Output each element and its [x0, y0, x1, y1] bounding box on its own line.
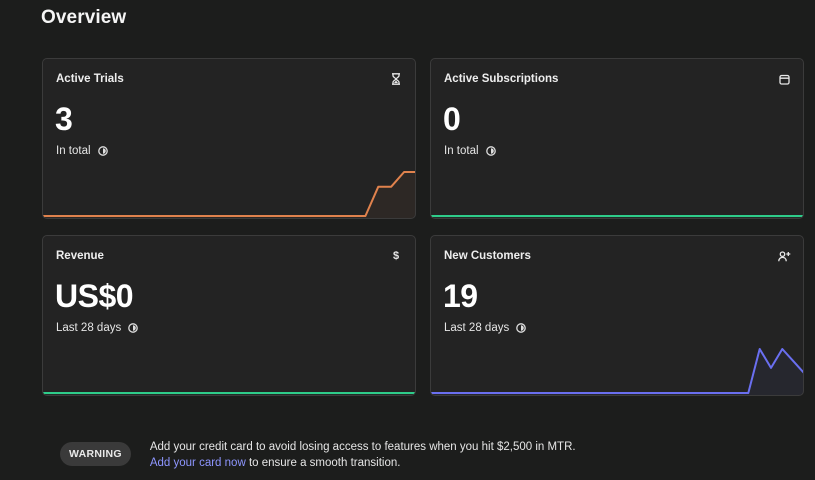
card-subtitle-text: In total — [444, 145, 479, 157]
new-customers-card[interactable]: New Customers 19 Last 28 days — [430, 235, 804, 396]
hourglass-icon — [389, 72, 403, 86]
period-info-icon[interactable] — [97, 146, 108, 156]
trend-sparkline — [431, 215, 803, 218]
sparkline-line — [431, 348, 803, 394]
card-title: Active Trials — [56, 73, 124, 85]
period-info-icon[interactable] — [128, 323, 139, 333]
card-subtitle: In total — [56, 145, 108, 157]
trend-sparkline — [431, 348, 803, 395]
sparkline-area — [43, 172, 415, 218]
card-title: New Customers — [444, 250, 531, 262]
card-value: US$0 — [55, 278, 134, 314]
trend-sparkline — [43, 392, 415, 395]
credit-card-warning: WARNING Add your credit card to avoid lo… — [60, 439, 576, 471]
card-subtitle-text: Last 28 days — [444, 322, 510, 334]
add-card-link[interactable]: Add your card now — [149, 457, 246, 469]
period-info-icon[interactable] — [516, 323, 527, 333]
trend-sparkline — [43, 171, 415, 218]
card-subtitle-text: In total — [56, 145, 91, 157]
warning-line-2: Add your card now to ensure a smooth tra… — [150, 455, 576, 471]
warning-line-1: Add your credit card to avoid losing acc… — [149, 441, 576, 453]
card-title: Revenue — [56, 250, 104, 262]
revenue-card[interactable]: Revenue $ US$0 Last 28 days — [42, 235, 416, 396]
page-title: Overview — [41, 7, 127, 28]
card-subtitle: Last 28 days — [444, 322, 527, 334]
card-subtitle: Last 28 days — [56, 322, 139, 334]
card-value: 3 — [55, 101, 73, 137]
sparkline-area — [431, 349, 803, 395]
dollar-icon: $ — [392, 250, 400, 262]
add-user-icon — [777, 249, 791, 263]
warning-line-2-text: to ensure a smooth transition. — [245, 457, 401, 469]
card-value: 0 — [443, 101, 461, 137]
sparkline-line — [43, 171, 415, 217]
calendar-icon — [777, 72, 791, 86]
active-subscriptions-card[interactable]: Active Subscriptions 0 In total — [430, 58, 804, 219]
card-value: 19 — [443, 278, 478, 314]
period-info-icon[interactable] — [485, 146, 496, 156]
active-trials-card[interactable]: Active Trials 3 In total — [42, 58, 416, 219]
card-title: Active Subscriptions — [444, 73, 559, 85]
card-subtitle-text: Last 28 days — [56, 322, 122, 334]
warning-badge: WARNING — [60, 442, 131, 466]
card-subtitle: In total — [444, 145, 496, 157]
warning-message: Add your credit card to avoid losing acc… — [150, 439, 576, 471]
